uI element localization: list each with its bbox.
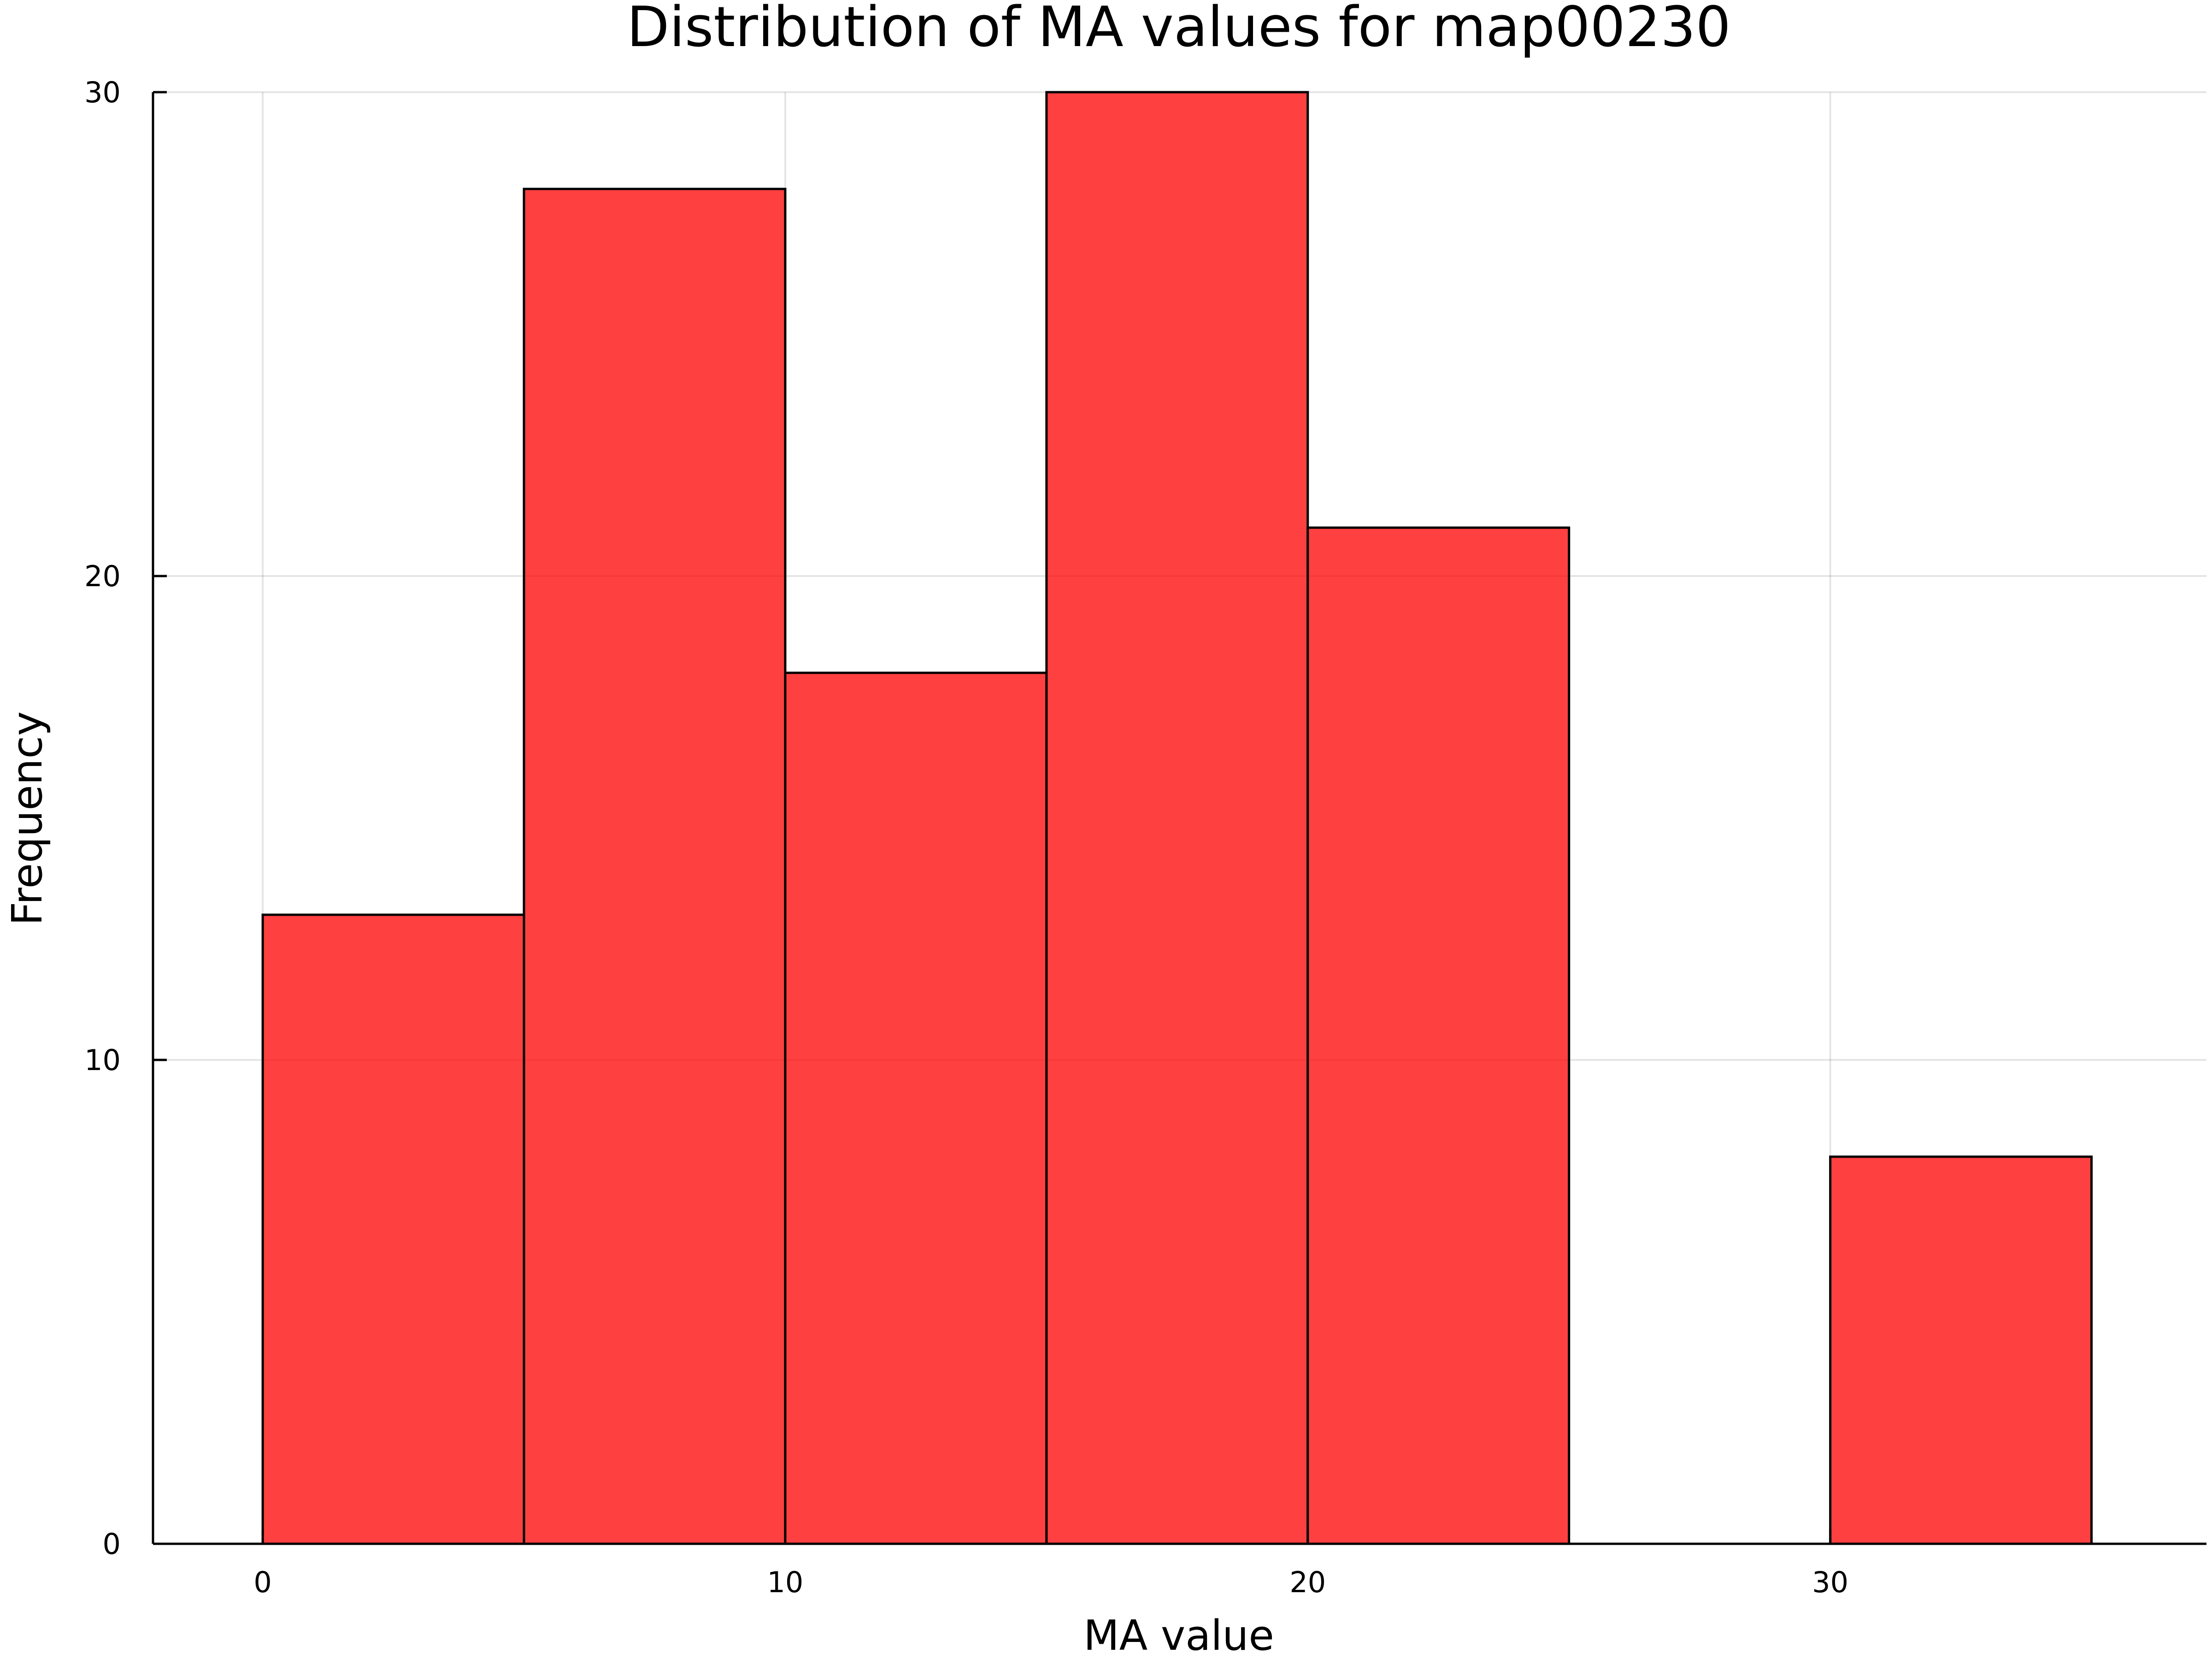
- chart-title: Distribution of MA values for map00230: [627, 0, 1731, 59]
- y-tick-label: 0: [103, 1527, 121, 1561]
- histogram-bar-1: [523, 188, 787, 1545]
- x-tick-label: 30: [1812, 1565, 1848, 1599]
- y-tick-label: 20: [84, 559, 121, 593]
- histogram-bar-2: [784, 671, 1048, 1545]
- ticks-layer: 0 10 20 30 0 10 20 30: [84, 76, 1848, 1599]
- axes-layer: [152, 92, 2206, 1545]
- x-tick-label: 0: [253, 1565, 271, 1599]
- bars-layer: [261, 91, 2093, 1545]
- x-tick-label: 10: [767, 1565, 803, 1599]
- y-tick-label: 30: [84, 76, 121, 109]
- histogram-bar-0: [261, 913, 525, 1545]
- histogram-bar-3: [1045, 91, 1309, 1545]
- y-tick-label: 10: [84, 1043, 121, 1077]
- histogram-bar-4: [1306, 526, 1571, 1545]
- y-axis-label: Frequency: [3, 712, 52, 926]
- x-tick-label: 20: [1289, 1565, 1326, 1599]
- x-axis-label: MA value: [1083, 1612, 1274, 1659]
- histogram-bar-6: [1829, 1155, 2093, 1545]
